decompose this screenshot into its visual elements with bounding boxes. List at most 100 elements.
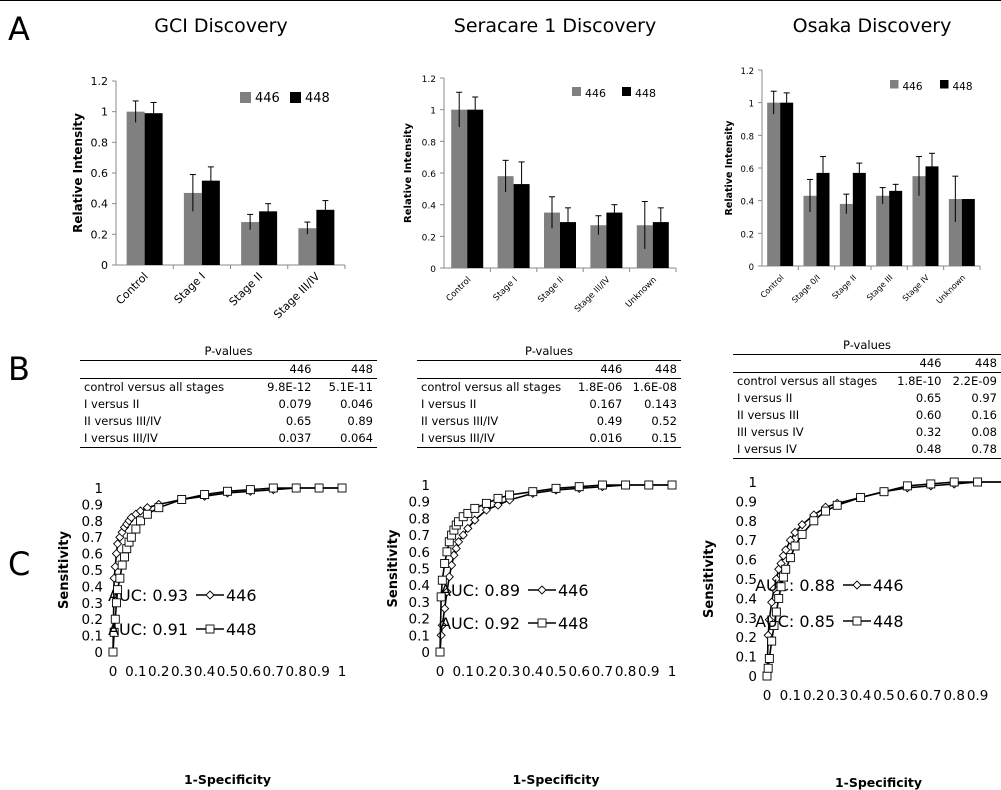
roc-point-446 [436,630,446,640]
roc-point-448 [790,541,800,551]
p-value-cell: 9.8E-12 [267,380,312,394]
y-tick-label: 1 [101,106,108,119]
bar-446 [241,222,260,265]
comparison-label: I versus II [421,397,477,411]
y-tick-label: 0.5 [409,562,430,578]
p-value-cell: 0.89 [347,414,373,428]
roc-point-446 [135,506,146,516]
y-tick-label: 1 [749,100,754,110]
comparison-label: I versus II [737,391,793,405]
p-value-cell: 0.49 [596,414,623,428]
roc-point-448 [119,552,129,562]
legend-name-446: 446 [226,586,257,605]
table-row: control versus all stages 1.8E-10 2.2E-09 [733,373,1001,391]
roc-point-448 [778,572,788,582]
roc-point-448 [776,582,786,592]
x-axis-label: 1-Specificity [835,775,922,790]
y-tick-label: 0 [94,645,103,661]
table-header-row: 446 448 [80,360,377,379]
y-tick-label: 1.2 [91,75,109,88]
bar-448 [816,172,830,266]
table-row: I versus II 0.079 0.046 [80,396,377,413]
column-header: 446 [253,360,316,379]
comparison-label: control versus all stages [421,380,562,394]
x-tick-label: 0.1 [452,664,473,680]
roc-point-448 [762,671,772,681]
bar-448 [961,199,975,266]
roc-point-446 [781,545,791,555]
table-caption-row: P-values [417,343,681,361]
column-header: 448 [945,354,1001,373]
y-tick-label: 0.4 [740,198,754,208]
roc-point-448 [126,532,136,542]
y-tick-label: 0.9 [409,495,430,511]
y-tick-label: 0.7 [82,530,103,546]
panel-label-b: B [8,350,30,388]
bar-446 [590,225,607,268]
roc-point-448 [771,607,781,617]
y-axis-label: Sensitivity [386,529,401,607]
legend-swatch-446 [890,80,899,89]
column-header: 446 [889,354,946,373]
comparison-label: I versus IV [733,441,890,459]
roc-point-446 [797,520,807,530]
p-value-cell: 0.16 [971,408,997,422]
x-tick-label: 0 [109,664,118,680]
bar-chart-osaka: 0 0.2 0.4 0.6 0.8 1 1.2 Relative Intensity Contr… [724,67,981,306]
category-label: Control [445,275,474,304]
category-label: Stage I [172,270,208,306]
x-tick-label: 0.3 [499,664,520,680]
comparison-label: I versus II [84,397,140,411]
roc-point-448 [136,516,145,526]
table-row: I versus II 0.167 0.143 [417,396,681,413]
table-row: III versus IV 0.32 0.08 [733,424,1001,441]
roc-point-448 [314,483,324,493]
y-tick-label: 0 [430,265,436,275]
bar-446 [839,203,853,266]
table-row: II versus III/IV 0.49 0.52 [417,413,681,430]
roc-point-446 [458,530,468,540]
y-tick-label: 0.6 [409,545,430,561]
chart-title-osaka: Osaka Discovery [792,15,952,37]
table-caption-row: P-values [80,343,377,361]
roc-point-448 [200,490,210,500]
legend-name-446: 446 [558,581,589,600]
roc-point-448 [108,647,118,657]
p-value-cell: 0.48 [889,441,946,459]
bar-448 [513,184,530,268]
roc-point-448 [245,485,255,495]
table-header-row: 446 448 [733,354,1001,373]
p-value-cell: 0.08 [971,425,997,439]
roc-point-448 [879,487,889,497]
comparison-label: III versus IV [737,425,804,439]
roc-point-446 [493,500,503,510]
p-value-cell: 0.016 [571,430,627,448]
auc-label-448: AUC: 0.85 [755,612,835,631]
top-border [0,0,1001,1]
table-header-row: 446 448 [417,360,681,379]
column-header: 446 [571,360,627,379]
p-value-cell: 0.046 [340,397,373,411]
comparison-label: II versus III/IV [421,414,499,428]
category-label: Stage II [830,273,858,301]
roc-point-448 [291,483,301,493]
category-label: Stage III/IV [271,270,323,322]
legend-marker-446 [205,590,215,600]
auc-label-448: AUC: 0.91 [108,620,188,639]
roc-point-446 [451,543,461,554]
x-tick-label: 0.3 [171,664,192,680]
bar-446 [767,102,781,267]
legend-marker-446 [537,585,547,595]
category-label: Stage II [536,275,566,305]
roc-point-446 [112,539,123,549]
bar-446 [451,109,468,269]
x-tick-label: 0.2 [803,688,824,704]
table-row: control versus all stages 9.8E-12 5.1E-11 [80,379,377,397]
y-tick-label: 0.2 [736,630,757,646]
x-tick-label: 0.7 [920,688,941,704]
roc-point-448 [797,529,807,539]
y-tick-label: 1 [94,481,103,497]
y-tick-label: 0.5 [736,572,757,588]
comparison-label: I versus III/IV [80,430,254,448]
bar-chart-seracare: 0 0.2 0.4 0.6 0.8 1 1.2 Relative Intensity Contr… [403,75,677,315]
